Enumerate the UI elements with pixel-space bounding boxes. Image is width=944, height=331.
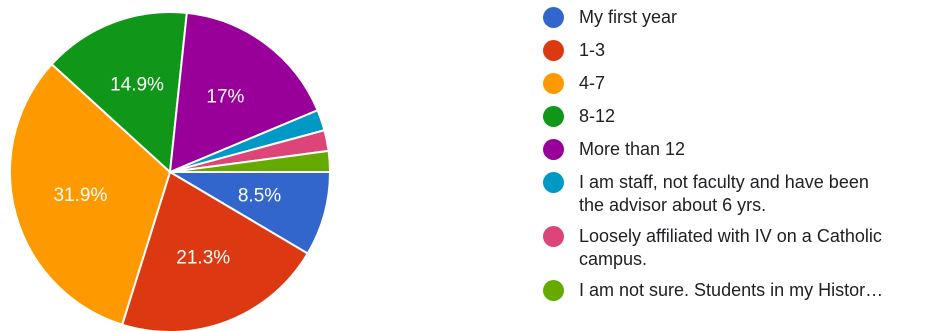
legend-label: 4-7 <box>579 73 606 93</box>
legend-swatch-icon <box>543 106 564 127</box>
legend-label: the advisor about 6 yrs. <box>579 195 767 215</box>
pie-slice-label-2: 31.9% <box>53 185 107 206</box>
pie-slice-0 <box>166 171 332 255</box>
pie-slice-3 <box>50 11 188 175</box>
legend-label: campus. <box>579 249 648 269</box>
legend-swatch-icon <box>543 280 564 301</box>
pie-slice-2 <box>9 62 172 326</box>
pie-slice-7 <box>169 149 332 173</box>
pie-slices <box>9 11 332 331</box>
chart-legend: My first year 1-3 4-7 8-12 More than 12 I am … <box>543 6 943 312</box>
legend-item-5: I am staff, not faculty and have been the… <box>543 171 943 217</box>
legend-swatch-icon <box>543 172 564 193</box>
legend-swatch-icon <box>543 73 564 94</box>
legend-label: I am staff, not faculty and have been <box>579 172 869 192</box>
legend-label: 8-12 <box>579 106 616 126</box>
legend-label: More than 12 <box>579 139 686 159</box>
legend-item-6: Loosely affiliated with IV on a Catholic… <box>543 225 943 271</box>
legend-item-3: 8-12 <box>543 105 943 128</box>
pie-slice-label-3: 14.9% <box>110 74 164 95</box>
legend-label: Loosely affiliated with IV on a Catholic <box>579 226 882 246</box>
pie-slice-1 <box>120 170 310 331</box>
legend-swatch-icon <box>543 139 564 160</box>
legend-swatch-icon <box>543 7 564 28</box>
legend-item-4: More than 12 <box>543 138 943 161</box>
legend-swatch-icon <box>543 40 564 61</box>
legend-label: 1-3 <box>579 40 606 60</box>
legend-item-1: 1-3 <box>543 39 943 62</box>
pie-slice-label-4: 17% <box>206 87 244 108</box>
pie-slice-label-0: 8.5% <box>238 186 281 207</box>
legend-swatch-icon <box>543 226 564 247</box>
legend-label: I am not sure. Students in my Histor… <box>579 280 884 300</box>
pie-labels: 8.5% 21.3% 31.9% 14.9% 17% <box>53 74 281 268</box>
pie-slice-label-1: 21.3% <box>176 248 230 269</box>
legend-item-7: I am not sure. Students in my Histor… <box>543 279 943 302</box>
legend-item-2: 4-7 <box>543 72 943 95</box>
pie-chart: 8.5% 21.3% 31.9% 14.9% 17% <box>9 11 332 331</box>
pie-slice-4 <box>168 11 319 174</box>
legend-label: My first year <box>579 7 678 27</box>
legend-item-0: My first year <box>543 6 943 29</box>
